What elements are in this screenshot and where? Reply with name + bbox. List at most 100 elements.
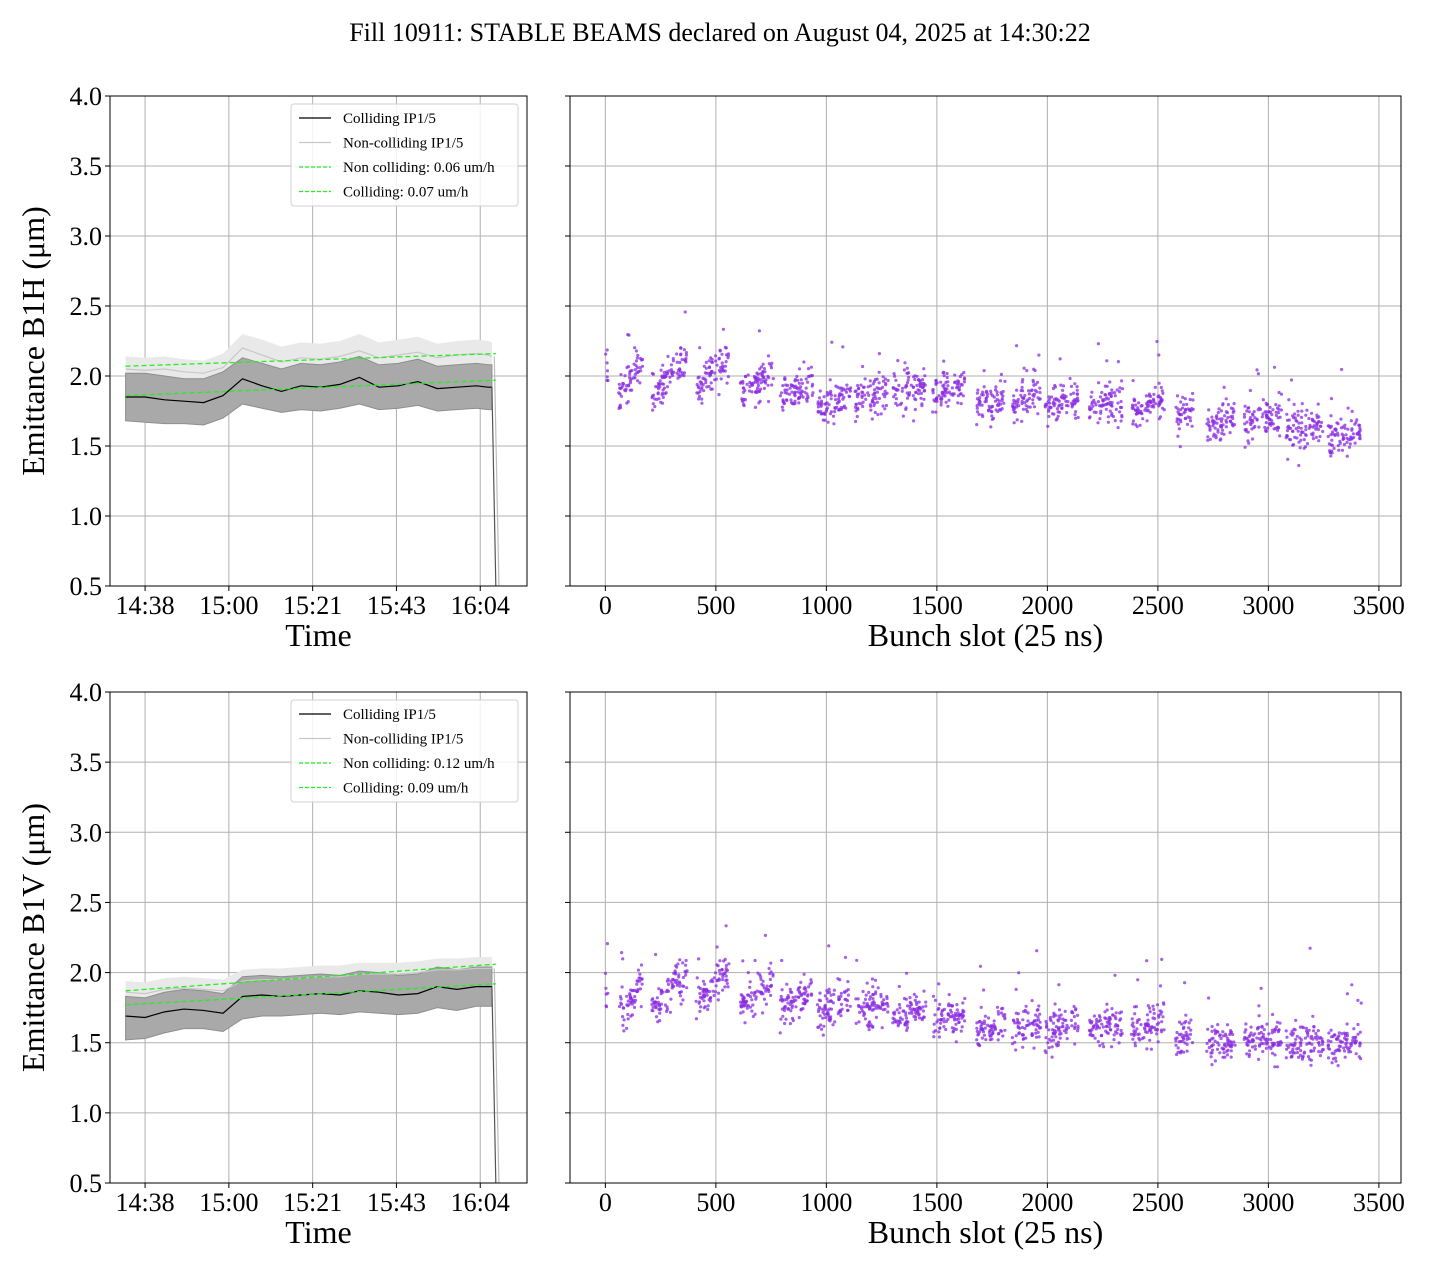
- scatter-point: [759, 992, 764, 996]
- x-axis-label: Time: [285, 617, 351, 653]
- scatter-point: [909, 1001, 913, 1005]
- scatter-point: [1069, 384, 1074, 388]
- scatter-point: [1147, 392, 1151, 396]
- scatter-point: [793, 379, 797, 383]
- scatter-point: [793, 390, 798, 394]
- scatter-point: [860, 390, 864, 394]
- scatter-point: [778, 1031, 782, 1035]
- scatter-point: [1177, 1040, 1181, 1044]
- scatter-point: [1073, 382, 1077, 386]
- scatter-point: [919, 396, 923, 400]
- scatter-point: [1096, 400, 1100, 404]
- scatter-point: [946, 404, 950, 408]
- scatter-point: [1120, 413, 1124, 418]
- scatter-point: [868, 384, 873, 388]
- scatter-point: [1111, 1013, 1115, 1017]
- scatter-point: [1143, 1027, 1147, 1031]
- scatter-point: [1137, 1032, 1141, 1036]
- scatter-point: [1051, 400, 1056, 404]
- scatter-point: [869, 408, 873, 412]
- scatter-point: [702, 389, 706, 393]
- scatter-point: [1016, 397, 1020, 402]
- scatter-point: [1014, 1034, 1018, 1038]
- scatter-point: [1184, 1013, 1188, 1017]
- scatter-point: [810, 393, 814, 397]
- scatter-point: [782, 401, 786, 405]
- scatter-point: [1020, 1025, 1024, 1030]
- scatter-point: [1261, 398, 1265, 402]
- scatter-point: [994, 385, 998, 389]
- scatter-point: [1175, 1052, 1179, 1057]
- scatter-point: [1330, 1061, 1334, 1065]
- scatter-point: [718, 972, 722, 976]
- scatter-point: [957, 387, 961, 392]
- scatter-point: [1251, 413, 1255, 417]
- scatter-point: [786, 1001, 790, 1005]
- scatter-point: [1132, 397, 1136, 401]
- x-tick-label: 1500: [911, 1188, 963, 1217]
- scatter-point: [1219, 423, 1223, 427]
- scatter-point: [938, 1002, 942, 1007]
- scatter-point: [824, 402, 828, 406]
- scatter-point: [953, 1011, 958, 1016]
- scatter-point: [1308, 1057, 1312, 1061]
- scatter-point: [1152, 392, 1156, 396]
- scatter-point: [954, 1022, 958, 1026]
- scatter-point: [1295, 419, 1299, 423]
- scatter-point: [795, 374, 799, 379]
- scatter-point: [804, 989, 808, 994]
- scatter-point: [906, 378, 910, 382]
- scatter-point: [1266, 426, 1270, 430]
- scatter-point: [873, 992, 878, 996]
- scatter-point: [1103, 403, 1107, 407]
- scatter-point: [721, 369, 726, 373]
- scatter-point: [1245, 1052, 1249, 1056]
- scatter-point: [862, 1013, 866, 1018]
- scatter-point: [1014, 1048, 1018, 1052]
- scatter-point: [717, 968, 722, 973]
- scatter-point: [760, 365, 764, 369]
- scatter-point: [990, 414, 994, 418]
- scatter-point: [655, 996, 659, 1000]
- x-axis: 0 500 1000 1500 2000 2500 3000 3500: [599, 1183, 1405, 1217]
- scatter-point: [1001, 1034, 1005, 1038]
- scatter-point: [839, 994, 843, 999]
- scatter-point: [1248, 1040, 1252, 1044]
- scatter-point: [797, 1015, 801, 1020]
- scatter-point: [1037, 1004, 1041, 1008]
- y-axis: [565, 95, 570, 587]
- scatter-point: [1277, 1043, 1281, 1047]
- scatter-point: [1259, 1030, 1263, 1035]
- scatter-point: [1100, 404, 1104, 408]
- scatter-point: [1243, 404, 1247, 408]
- scatter-point: [1253, 1047, 1257, 1051]
- scatter-point: [819, 404, 823, 408]
- scatter-point: [1185, 1042, 1189, 1046]
- scatter-point: [935, 396, 939, 400]
- scatter-point: [894, 397, 899, 401]
- scatter-point: [947, 1004, 951, 1008]
- scatter-point: [993, 399, 998, 403]
- scatter-point: [932, 1030, 936, 1034]
- scatter-point: [1131, 422, 1135, 426]
- scatter-point: [1279, 392, 1284, 396]
- scatter-point: [1300, 409, 1304, 413]
- scatter-point: [1349, 419, 1353, 423]
- scatter-point: [1021, 1045, 1025, 1049]
- scatter-point: [1050, 1035, 1054, 1039]
- scatter-point: [1221, 1034, 1225, 1038]
- scatter-point: [962, 370, 966, 375]
- scatter-point: [1112, 1038, 1116, 1042]
- scatter-point: [682, 371, 687, 375]
- scatter-point: [1311, 1029, 1316, 1033]
- scatter-point: [1060, 1025, 1064, 1029]
- scatter-point: [829, 397, 833, 401]
- scatter-point: [900, 386, 905, 390]
- scatter-point: [862, 385, 866, 389]
- scatter-point: [1021, 1018, 1025, 1022]
- scatter-point: [1050, 1055, 1054, 1059]
- scatter-point: [829, 1007, 834, 1011]
- scatter-point: [837, 408, 841, 412]
- scatter-point: [1243, 1030, 1247, 1034]
- scatter-point: [1177, 1020, 1182, 1024]
